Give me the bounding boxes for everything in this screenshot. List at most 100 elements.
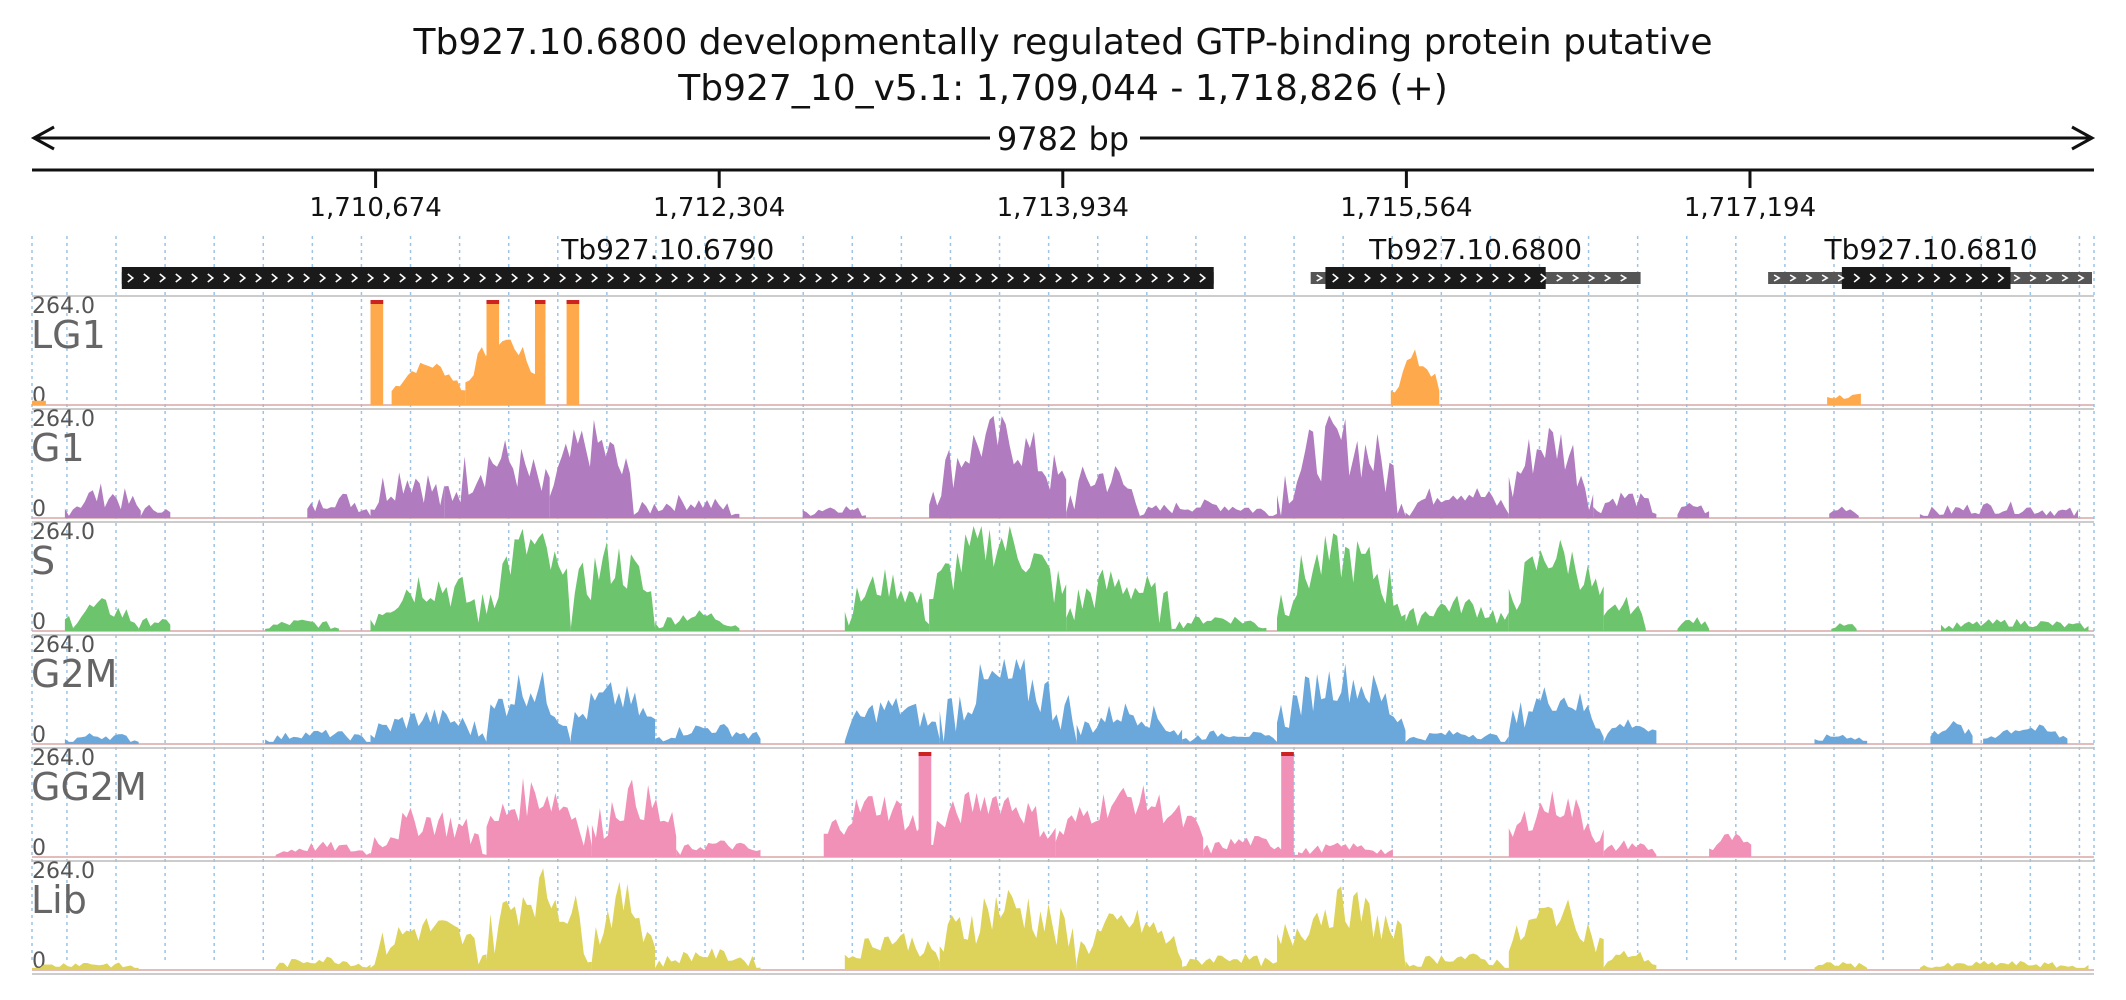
coverage-area xyxy=(591,881,656,970)
track-max-label: 264.0 xyxy=(32,633,95,658)
strand-chevron-icon xyxy=(783,273,791,283)
coverage-area xyxy=(1827,393,1861,405)
coverage-area xyxy=(1182,953,1277,970)
coverage-area xyxy=(1940,618,2089,631)
strand-chevron-icon xyxy=(1997,273,2005,283)
coverage-area xyxy=(370,807,487,857)
coverage-area xyxy=(929,791,1056,857)
clip-indicator xyxy=(566,300,580,304)
arrow-right-icon xyxy=(2071,125,2096,151)
track-max-label: 264.0 xyxy=(32,859,95,884)
track-max-label: 264.0 xyxy=(32,407,95,432)
strand-chevron-icon xyxy=(719,273,727,283)
strand-chevron-icon xyxy=(1837,274,1845,282)
coverage-area xyxy=(486,777,592,857)
strand-chevron-icon xyxy=(1199,273,1207,283)
strand-chevron-icon xyxy=(1119,273,1127,283)
coverage-area xyxy=(307,493,371,518)
coverage-area xyxy=(844,933,940,970)
strand-chevron-icon xyxy=(447,273,455,283)
strand-chevron-icon xyxy=(1332,273,1339,283)
strand-chevron-icon xyxy=(543,273,551,283)
coverage-area xyxy=(634,494,740,518)
strand-chevron-icon xyxy=(399,273,407,283)
coverage-area xyxy=(823,796,930,857)
strand-chevron-icon xyxy=(1821,274,1829,282)
strand-chevron-icon xyxy=(191,273,199,283)
strand-chevron-icon xyxy=(1885,273,1893,283)
coverage-area xyxy=(676,840,761,857)
coverage-area xyxy=(1508,539,1604,631)
coverage-area xyxy=(1603,596,1646,631)
coverage-area xyxy=(370,918,487,970)
coverage-area xyxy=(265,729,371,744)
strand-chevron-icon xyxy=(1965,273,1973,283)
coverage-area xyxy=(1298,842,1393,857)
strand-chevron-icon xyxy=(735,273,743,283)
strand-chevron-icon xyxy=(2061,274,2069,282)
strand-chevron-icon xyxy=(1428,273,1435,283)
coverage-area xyxy=(1171,616,1267,631)
strand-chevron-icon xyxy=(175,273,183,283)
strand-chevron-icon xyxy=(127,273,135,283)
coverage-area xyxy=(1508,687,1604,744)
strand-chevron-icon xyxy=(319,273,327,283)
strand-chevron-icon xyxy=(911,273,919,283)
coverage-area xyxy=(844,569,930,631)
strand-chevron-icon xyxy=(1805,274,1813,282)
strand-chevron-icon xyxy=(815,273,823,283)
coverage-area xyxy=(1709,833,1752,857)
strand-chevron-icon xyxy=(1508,273,1515,283)
strand-chevron-icon xyxy=(2045,274,2053,282)
coverage-area xyxy=(1677,502,1710,518)
span-label: 9782 bp xyxy=(997,120,1129,158)
strand-chevron-icon xyxy=(2029,274,2037,282)
clip-indicator xyxy=(918,752,932,756)
coverage-area xyxy=(1276,415,1406,518)
ruler-tick-label: 1,710,674 xyxy=(309,193,441,223)
coverage-area xyxy=(655,610,740,631)
strand-chevron-icon xyxy=(1524,273,1531,283)
strand-chevron-icon xyxy=(1039,273,1047,283)
strand-chevron-icon xyxy=(1869,273,1877,283)
clip-indicator xyxy=(1281,752,1294,756)
strand-chevron-icon xyxy=(879,273,887,283)
strand-chevron-icon xyxy=(1055,273,1063,283)
track-name: G1 xyxy=(31,426,85,470)
coverage-area xyxy=(591,779,677,857)
strand-chevron-icon xyxy=(959,273,967,283)
strand-chevron-icon xyxy=(239,273,247,283)
strand-chevron-icon xyxy=(431,273,439,283)
coverage-area xyxy=(370,576,487,631)
strand-chevron-icon xyxy=(927,273,935,283)
strand-chevron-icon xyxy=(1023,273,1031,283)
strand-chevron-icon xyxy=(1396,273,1403,283)
coverage-area xyxy=(570,682,656,744)
coverage-area xyxy=(465,334,540,405)
coverage-area xyxy=(1390,349,1440,405)
strand-chevron-icon xyxy=(943,273,951,283)
strand-chevron-icon xyxy=(895,273,903,283)
coverage-area xyxy=(1281,752,1294,857)
clip-indicator xyxy=(534,300,546,304)
strand-chevron-icon xyxy=(687,273,695,283)
strand-chevron-icon xyxy=(527,273,535,283)
coverage-area xyxy=(64,598,139,631)
strand-chevron-icon xyxy=(1949,273,1957,283)
coverage-area xyxy=(1508,791,1604,857)
strand-chevron-icon xyxy=(1492,273,1499,283)
coverage-area xyxy=(275,841,371,857)
track-max-label: 264.0 xyxy=(32,746,95,771)
track-name: Lib xyxy=(31,878,87,922)
strand-chevron-icon xyxy=(2077,274,2085,282)
coverage-area xyxy=(1276,886,1406,970)
strand-chevron-icon xyxy=(1556,274,1564,282)
coverage-area xyxy=(32,400,46,405)
strand-chevron-icon xyxy=(415,273,423,283)
strand-chevron-icon xyxy=(1620,274,1628,282)
strand-chevron-icon xyxy=(1540,273,1547,283)
track-max-label: 264.0 xyxy=(32,520,95,545)
strand-chevron-icon xyxy=(703,273,711,283)
coverage-area xyxy=(1930,721,1973,744)
